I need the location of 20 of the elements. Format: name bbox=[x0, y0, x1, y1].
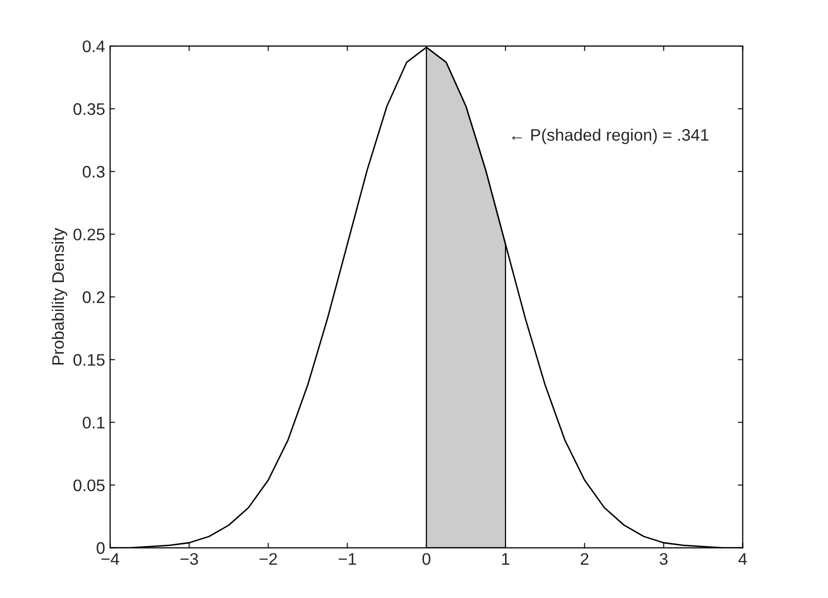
y-axis-title: Probability Density bbox=[52, 228, 68, 365]
y-tick-label: 0.4 bbox=[82, 40, 105, 52]
x-tick-label: 1 bbox=[502, 553, 510, 565]
x-tick-label: −2 bbox=[260, 553, 277, 565]
x-tick-label: 0 bbox=[422, 553, 430, 565]
y-tick-label: 0.3 bbox=[82, 166, 105, 178]
x-tick-label: −3 bbox=[180, 553, 198, 565]
y-tick-label: 0 bbox=[96, 542, 105, 554]
x-tick-label: 4 bbox=[738, 553, 747, 565]
annotation: ← P(shaded region) = .341 bbox=[512, 128, 708, 144]
y-tick-label: 0.1 bbox=[82, 416, 104, 429]
y-tick-label: 0.2 bbox=[82, 291, 104, 304]
y-tick-label: 0.25 bbox=[73, 228, 105, 240]
y-tick-label: 0.05 bbox=[73, 479, 105, 492]
y-tick-label: 0.35 bbox=[73, 103, 105, 115]
x-tick-label: 2 bbox=[580, 553, 588, 565]
x-tick-label: 3 bbox=[660, 553, 668, 565]
y-tick-label: 0.15 bbox=[73, 354, 105, 366]
x-tick-label: −4 bbox=[101, 553, 120, 565]
x-tick-label: −1 bbox=[338, 553, 356, 565]
